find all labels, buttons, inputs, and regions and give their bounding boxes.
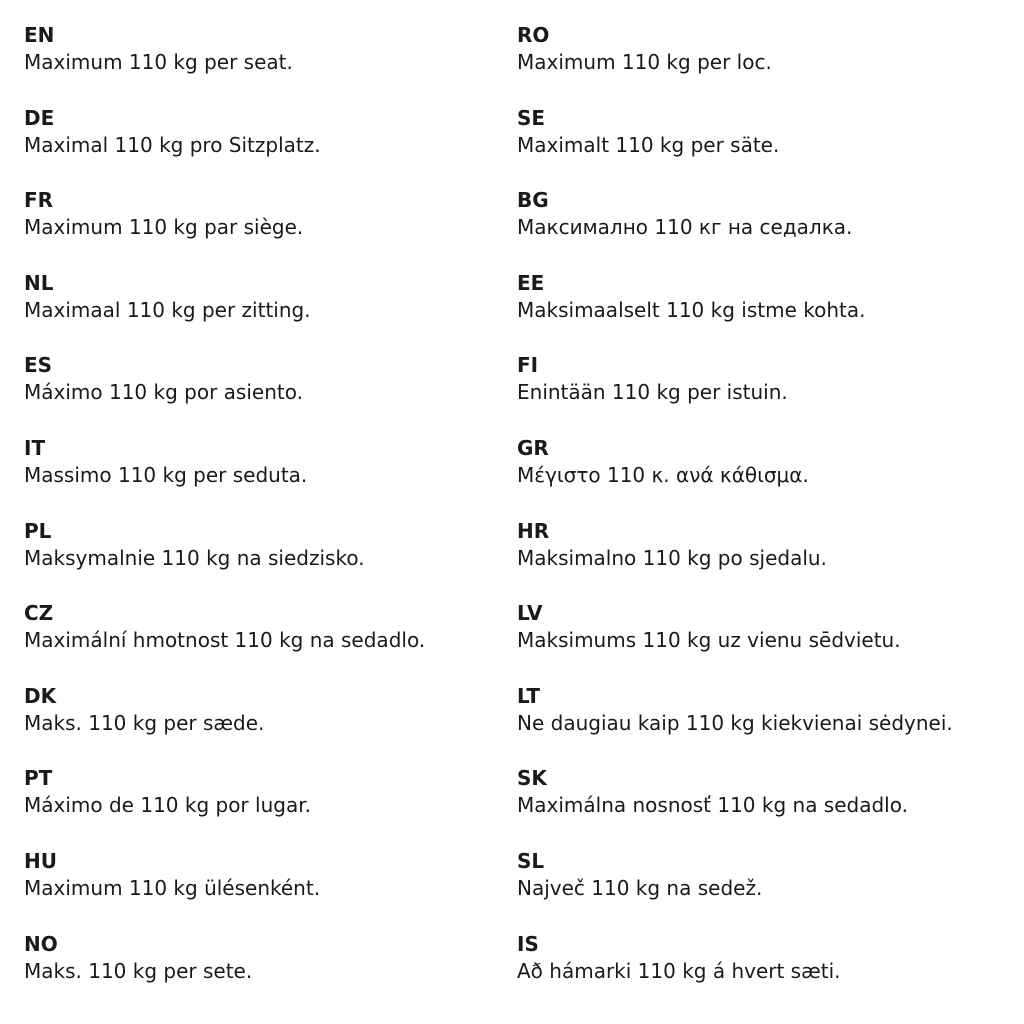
language-entry: NO Maks. 110 kg per sete. [24,931,425,1014]
language-code: FI [517,353,539,378]
weight-limit-text: Μέγιστο 110 κ. ανά κάθισμα. [517,462,809,487]
weight-limit-text: Maksimaalselt 110 kg istme kohta. [517,297,866,322]
language-code: DE [24,105,55,130]
language-entry: LT Ne daugiau kaip 110 kg kiekvienai sėdy… [517,683,953,766]
language-code: SE [517,105,546,130]
language-entry: RO Maximum 110 kg per loc. [517,22,953,105]
language-code: RO [517,23,550,47]
weight-limit-text: Maximální hmotnost 110 kg na sedadlo. [24,628,426,653]
language-code: PL [24,518,52,543]
weight-limit-text: Maximal 110 kg pro Sitzplatz. [24,132,321,157]
language-code: BG [517,188,549,213]
language-code: SL [517,848,545,873]
language-code: NO [24,931,58,956]
language-entry: BG Максимално 110 кг на седалка. [517,187,953,270]
weight-limit-text: Maksimums 110 kg uz vienu sēdvietu. [517,628,901,653]
language-code: EE [517,270,545,295]
language-entry: DK Maks. 110 kg per sæde. [24,683,425,766]
language-entry: CZ Maximální hmotnost 110 kg na sedadlo. [24,600,425,683]
right-language-column: RO Maximum 110 kg per loc. SE Maximalt 110 … [517,22,953,1013]
weight-limit-text: Ne daugiau kaip 110 kg kiekvienai sėdyne… [517,710,953,735]
language-entry: PT Máximo de 110 kg por lugar. [24,765,425,848]
weight-limit-text: Največ 110 kg na sedež. [517,875,763,900]
language-code: IS [517,931,539,956]
weight-limit-text: Að hámarki 110 kg á hvert sæti. [517,958,841,983]
language-entry: PL Maksymalnie 110 kg na siedzisko. [24,518,425,601]
language-entry: SK Maximálna nosnosť 110 kg na sedadlo. [517,765,953,848]
language-code: NL [24,270,54,295]
language-entry: GR Μέγιστο 110 κ. ανά κάθισμα. [517,435,953,518]
weight-limit-text: Maksimalno 110 kg po sjedalu. [517,545,827,570]
weight-limit-text: Maximum 110 kg ülésenként. [24,875,321,900]
language-entry: ES Máximo 110 kg por asiento. [24,352,425,435]
language-code: ES [24,353,53,378]
language-code: HR [517,518,550,543]
language-entry: SL Največ 110 kg na sedež. [517,848,953,931]
language-entry: IT Massimo 110 kg per seduta. [24,435,425,518]
language-entry: FI Enintään 110 kg per istuin. [517,352,953,435]
weight-limit-text: Máximo 110 kg por asiento. [24,380,303,405]
language-entry: LV Maksimums 110 kg uz vienu sēdvietu. [517,600,953,683]
language-code: GR [517,435,549,460]
language-code: HU [24,848,57,873]
weight-limit-text: Maksymalnie 110 kg na siedzisko. [24,545,365,570]
language-entry: EN Maximum 110 kg per seat. [24,22,425,105]
weight-limit-text: Maximum 110 kg per seat. [24,50,293,74]
weight-limit-text: Maks. 110 kg per sete. [24,958,253,983]
weight-limit-text: Enintään 110 kg per istuin. [517,380,788,405]
language-entry: HU Maximum 110 kg ülésenként. [24,848,425,931]
language-entry: FR Maximum 110 kg par siège. [24,187,425,270]
language-code: FR [24,188,54,213]
language-code: EN [24,23,55,47]
language-code: CZ [24,601,54,626]
weight-limit-text: Maximum 110 kg par siège. [24,215,304,240]
weight-limit-text: Máximo de 110 kg por lugar. [24,793,311,818]
language-code: SK [517,766,547,791]
left-language-column: EN Maximum 110 kg per seat. DE Maximal 110 … [24,22,425,1013]
weight-limit-text: Maximum 110 kg per loc. [517,50,772,74]
language-entry: NL Maximaal 110 kg per zitting. [24,270,425,353]
language-entry: DE Maximal 110 kg pro Sitzplatz. [24,105,425,188]
weight-limit-text: Maximálna nosnosť 110 kg na sedadlo. [517,793,908,818]
weight-limit-text: Maximalt 110 kg per säte. [517,132,780,157]
language-entry: IS Að hámarki 110 kg á hvert sæti. [517,931,953,1014]
language-entry: SE Maximalt 110 kg per säte. [517,105,953,188]
weight-limit-text: Massimo 110 kg per seduta. [24,462,308,487]
language-entry: HR Maksimalno 110 kg po sjedalu. [517,518,953,601]
language-code: PT [24,766,53,791]
language-code: DK [24,683,57,708]
language-code: LV [517,601,543,626]
weight-limit-text: Максимално 110 кг на седалка. [517,215,853,240]
language-code: IT [24,435,46,460]
weight-limit-text: Maks. 110 kg per sæde. [24,710,265,735]
language-code: LT [517,683,541,708]
language-entry: EE Maksimaalselt 110 kg istme kohta. [517,270,953,353]
weight-limit-text: Maximaal 110 kg per zitting. [24,297,311,322]
